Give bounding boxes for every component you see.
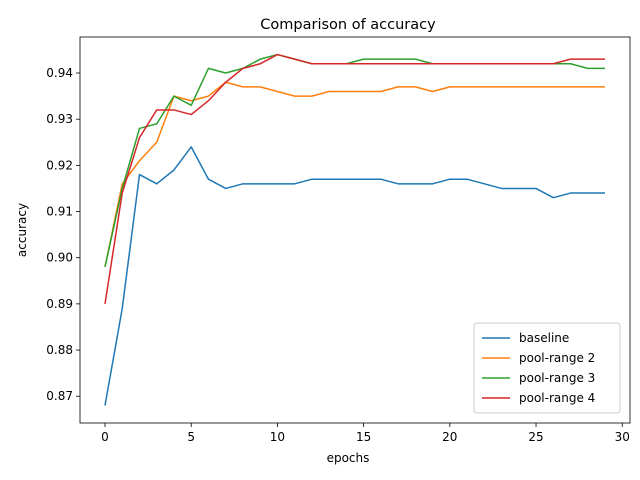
x-axis: 0 5 10 15 20 25 30 <box>101 423 630 444</box>
y-axis-label: accuracy <box>15 203 29 257</box>
y-tick-label: 0.91 <box>46 205 73 219</box>
chart-title: Comparison of accuracy <box>260 17 436 33</box>
y-tick-label: 0.93 <box>46 112 73 126</box>
x-tick-label: 25 <box>528 430 543 444</box>
x-tick-label: 5 <box>187 430 195 444</box>
legend-label: pool-range 3 <box>519 371 595 385</box>
series-line-baseline <box>104 146 605 406</box>
x-tick-label: 0 <box>101 430 109 444</box>
series-line-pool-range-2 <box>104 81 605 268</box>
x-axis-label: epochs <box>327 451 370 465</box>
y-tick-label: 0.87 <box>46 389 73 403</box>
y-tick-label: 0.88 <box>46 343 73 357</box>
legend-label: pool-range 2 <box>519 351 595 365</box>
y-tick-label: 0.94 <box>46 66 73 80</box>
y-tick-label: 0.92 <box>46 158 73 172</box>
legend-label: pool-range 4 <box>519 391 595 405</box>
series-layer <box>104 53 605 406</box>
x-tick-label: 15 <box>356 430 371 444</box>
y-tick-label: 0.89 <box>46 297 73 311</box>
series-line-pool-range-4 <box>104 53 605 304</box>
y-tick-label: 0.90 <box>46 251 73 265</box>
legend-label: baseline <box>519 331 569 345</box>
x-tick-label: 20 <box>442 430 457 444</box>
x-tick-label: 30 <box>615 430 630 444</box>
x-tick-label: 10 <box>270 430 285 444</box>
legend-frame <box>473 322 621 414</box>
legend: baseline pool-range 2 pool-range 3 pool-ran… <box>473 322 621 414</box>
y-axis: 0.87 0.88 0.89 0.90 0.91 0.92 0.93 0.94 <box>46 66 80 403</box>
